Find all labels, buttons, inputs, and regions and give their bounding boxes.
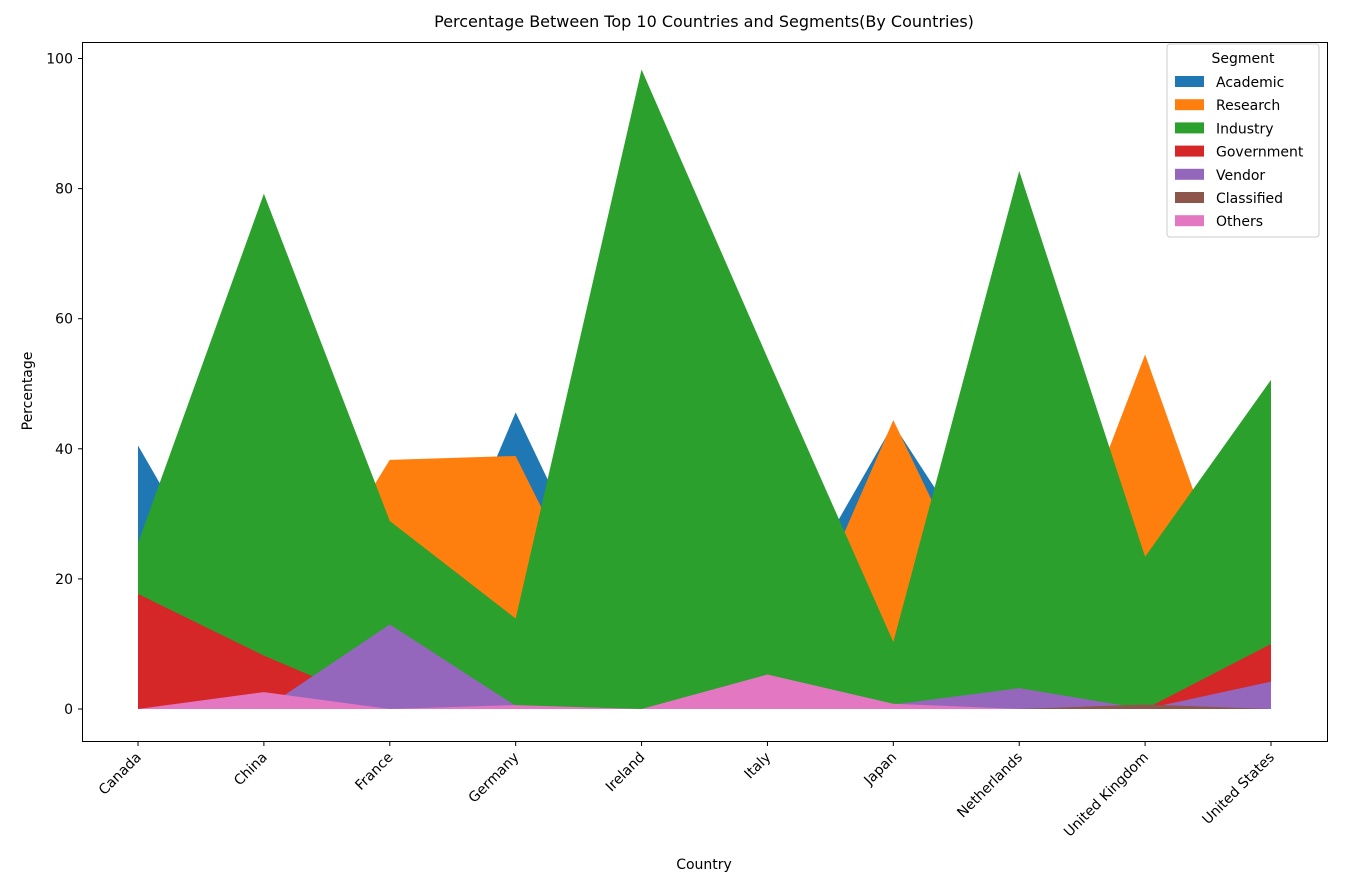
legend-swatch-classified: [1175, 192, 1204, 203]
legend-swatch-research: [1175, 99, 1204, 111]
legend-box: [1166, 43, 1320, 238]
area-layers: [138, 69, 1271, 710]
y-tick-label: 20: [55, 572, 73, 588]
area-others: [138, 674, 1271, 709]
legend-items: Academic Research Industry Government Vendor…: [1175, 75, 1304, 230]
x-tick-label-united-states: United States: [1199, 750, 1277, 828]
x-tick-label-united-kingdom: United Kingdom: [1061, 750, 1152, 841]
legend-label-industry: Industry: [1216, 121, 1274, 137]
legend-label-government: Government: [1216, 145, 1304, 161]
legend-swatch-government: [1175, 145, 1204, 157]
area-vendor: [138, 624, 1271, 709]
area-classified: [138, 704, 1271, 709]
area-industry: [138, 69, 1271, 710]
legend: Segment Academic Research Industry Governme…: [1166, 43, 1320, 238]
x-tick-label-netherlands: Netherlands: [954, 750, 1026, 822]
y-axis-label: Percentage: [20, 352, 36, 431]
y-axis: 0 20 40 60 80 100: [46, 52, 83, 718]
y-tick-label: 0: [64, 702, 73, 718]
x-tick-label-france: France: [352, 750, 396, 794]
chart-title: Percentage Between Top 10 Countries and …: [434, 12, 974, 31]
legend-label-vendor: Vendor: [1216, 168, 1265, 184]
legend-swatch-vendor: [1175, 168, 1204, 180]
legend-swatch-industry: [1175, 122, 1204, 134]
x-tick-label-japan: Japan: [861, 750, 901, 790]
plot-frame: [82, 42, 1328, 742]
x-tick-label-italy: Italy: [741, 750, 774, 783]
y-tick-label: 80: [55, 182, 73, 198]
x-tick-label-china: China: [231, 750, 271, 790]
legend-label-research: Research: [1216, 98, 1280, 114]
legend-swatch-academic: [1175, 76, 1204, 87]
x-tick-label-canada: Canada: [96, 750, 145, 799]
x-axis: Canada China France Germany Ireland Italy Japa…: [96, 741, 1278, 841]
x-axis-label: Country: [676, 857, 732, 873]
legend-label-academic: Academic: [1216, 75, 1284, 91]
legend-swatch-others: [1175, 215, 1204, 227]
y-tick-label: 40: [55, 442, 73, 458]
legend-title: Segment: [1212, 51, 1276, 67]
y-tick-label: 60: [55, 312, 73, 328]
x-tick-label-ireland: Ireland: [603, 750, 649, 796]
legend-label-others: Others: [1216, 214, 1263, 230]
legend-label-classified: Classified: [1216, 191, 1283, 207]
x-tick-label-germany: Germany: [466, 750, 523, 807]
y-tick-label: 100: [46, 52, 73, 68]
